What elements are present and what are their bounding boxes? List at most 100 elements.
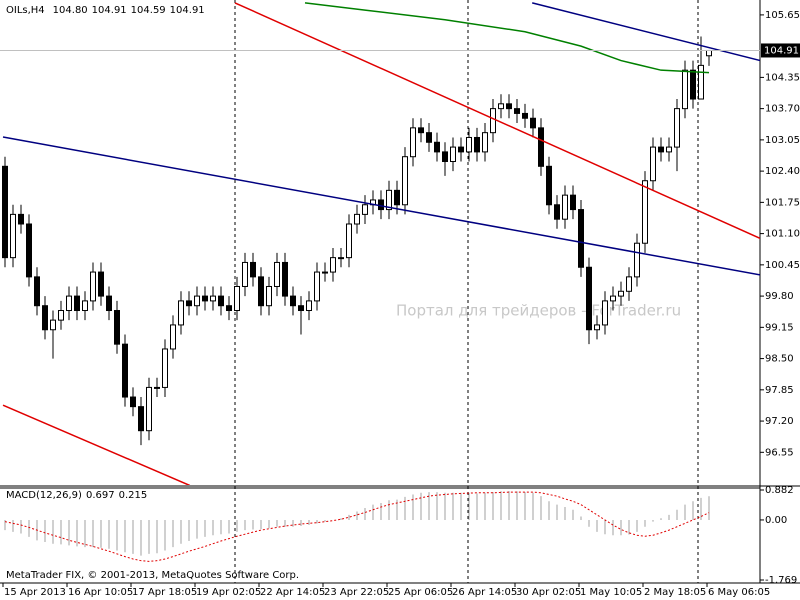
- candle-body: [666, 146, 672, 153]
- candle-body: [26, 223, 32, 278]
- candle-body: [242, 261, 248, 287]
- y-tick-label: 102.40: [765, 166, 800, 177]
- candle-body: [34, 276, 40, 307]
- candle-body: [58, 310, 64, 321]
- candle-body: [178, 300, 184, 326]
- candle-body: [690, 69, 696, 100]
- candle-body: [634, 242, 640, 278]
- signal-line: [4, 491, 710, 562]
- candle-body: [330, 257, 336, 273]
- candle-body: [154, 386, 160, 389]
- trend-line: [304, 2, 710, 74]
- y-tick-label: 96.55: [765, 447, 794, 458]
- x-tick-label: 26 Apr 14:05: [452, 587, 517, 598]
- header-value: 104.91: [92, 5, 127, 16]
- header-value: 104.91: [170, 5, 205, 16]
- watermark: Портал для трейдеров - ForTrader.ru: [396, 302, 681, 320]
- candle-body: [562, 194, 568, 220]
- trend-line: [2, 404, 191, 485]
- macd-pane: [4, 491, 710, 562]
- candle-body: [410, 127, 416, 158]
- x-tick-label: 6 May 06:05: [708, 587, 770, 598]
- candle-body: [18, 213, 24, 225]
- candle-body: [650, 146, 656, 182]
- candle-body: [458, 146, 464, 153]
- candle-body: [466, 136, 472, 153]
- candle-body: [258, 276, 264, 307]
- candle-body: [42, 305, 48, 331]
- candle-body: [322, 271, 328, 274]
- candle-body: [50, 319, 56, 331]
- candle-body: [402, 156, 408, 206]
- candle-body: [482, 132, 488, 153]
- x-tick-label: 19 Apr 02:05: [196, 587, 261, 598]
- candle-body: [266, 285, 272, 307]
- candle-body: [306, 300, 312, 312]
- candle-body: [202, 295, 208, 302]
- trend-line: [2, 136, 760, 276]
- candle-body: [146, 386, 152, 432]
- candle-body: [74, 295, 80, 312]
- candle-body: [586, 266, 592, 331]
- candle-body: [602, 300, 608, 326]
- header-value: 104.59: [131, 5, 166, 16]
- candle-body: [162, 348, 168, 388]
- macd-value: 0.215: [119, 490, 148, 501]
- y-tick-label: 99.80: [765, 291, 794, 302]
- x-tick-label: 16 Apr 10:05: [68, 587, 133, 598]
- candle-body: [434, 141, 440, 153]
- y-tick-label: 98.50: [765, 354, 794, 365]
- macd-value: 0.697: [86, 490, 115, 501]
- macd-header: MACD(12,26,9) 0.697 0.215: [6, 490, 147, 501]
- candle-body: [570, 194, 576, 211]
- candle-body: [418, 127, 424, 134]
- candle-body: [450, 146, 456, 163]
- candle-body: [346, 223, 352, 259]
- candle-body: [106, 295, 112, 312]
- candle-body: [626, 276, 632, 292]
- candle-body: [138, 406, 144, 432]
- y-tick-label: 97.85: [765, 385, 794, 396]
- candle-body: [378, 199, 384, 211]
- y-tick-label: 97.20: [765, 416, 794, 427]
- x-tick-label: 25 Apr 06:05: [388, 587, 453, 598]
- candle-body: [522, 112, 528, 119]
- candle-body: [314, 271, 320, 302]
- candle-body: [234, 285, 240, 312]
- y-tick-label: 100.45: [765, 260, 800, 271]
- candle-body: [250, 261, 256, 278]
- x-tick-label: 17 Apr 18:05: [132, 587, 197, 598]
- x-tick-label: 22 Apr 14:05: [260, 587, 325, 598]
- candle-body: [498, 103, 504, 110]
- candle-body: [578, 209, 584, 268]
- candle-body: [98, 271, 104, 297]
- candle-body: [618, 290, 624, 297]
- candle-body: [610, 295, 616, 302]
- candle-body: [210, 295, 216, 302]
- candle-body: [114, 310, 120, 345]
- candle-body: [362, 204, 368, 215]
- candle-body: [642, 180, 648, 244]
- candle-body: [290, 295, 296, 307]
- candle-body: [338, 257, 344, 260]
- candle-body: [130, 396, 136, 408]
- candle-body: [658, 146, 664, 153]
- symbol: OILs,H4: [6, 5, 45, 16]
- candle-body: [706, 49, 712, 57]
- candle-body: [66, 295, 72, 312]
- candle-body: [490, 108, 496, 134]
- price-box: [761, 43, 800, 58]
- candle-body: [674, 108, 680, 148]
- candle-body: [546, 165, 552, 206]
- x-tick-label: 1 May 10:05: [580, 587, 642, 598]
- candle-body: [682, 69, 688, 110]
- candle-body: [594, 324, 600, 331]
- candle-body: [554, 204, 560, 220]
- macd-title: MACD(12,26,9): [6, 490, 82, 501]
- candle-body: [82, 300, 88, 312]
- candle-body: [218, 295, 224, 307]
- candle-body: [282, 261, 288, 297]
